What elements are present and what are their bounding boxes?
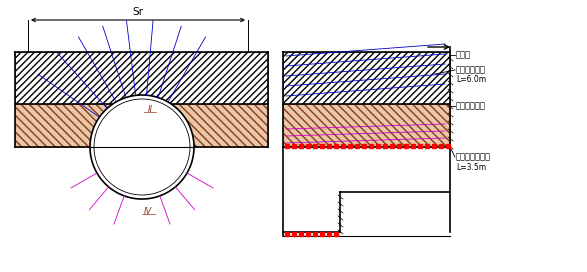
Text: 超前注浆小导管: 超前注浆小导管 xyxy=(456,153,491,162)
Text: IV: IV xyxy=(144,207,152,216)
Polygon shape xyxy=(90,95,194,199)
Polygon shape xyxy=(15,104,268,147)
Text: 砖砂层: 砖砂层 xyxy=(456,51,471,60)
Polygon shape xyxy=(15,52,268,104)
Text: Sr: Sr xyxy=(133,7,143,17)
Text: 超前注浆导管: 超前注浆导管 xyxy=(456,66,486,75)
Text: L=6.0m: L=6.0m xyxy=(456,76,486,85)
Polygon shape xyxy=(283,52,450,104)
Polygon shape xyxy=(283,104,450,147)
Text: II: II xyxy=(147,104,153,113)
Text: L=3.5m: L=3.5m xyxy=(456,162,486,172)
Text: 砖质粘性土层: 砖质粘性土层 xyxy=(456,101,486,110)
